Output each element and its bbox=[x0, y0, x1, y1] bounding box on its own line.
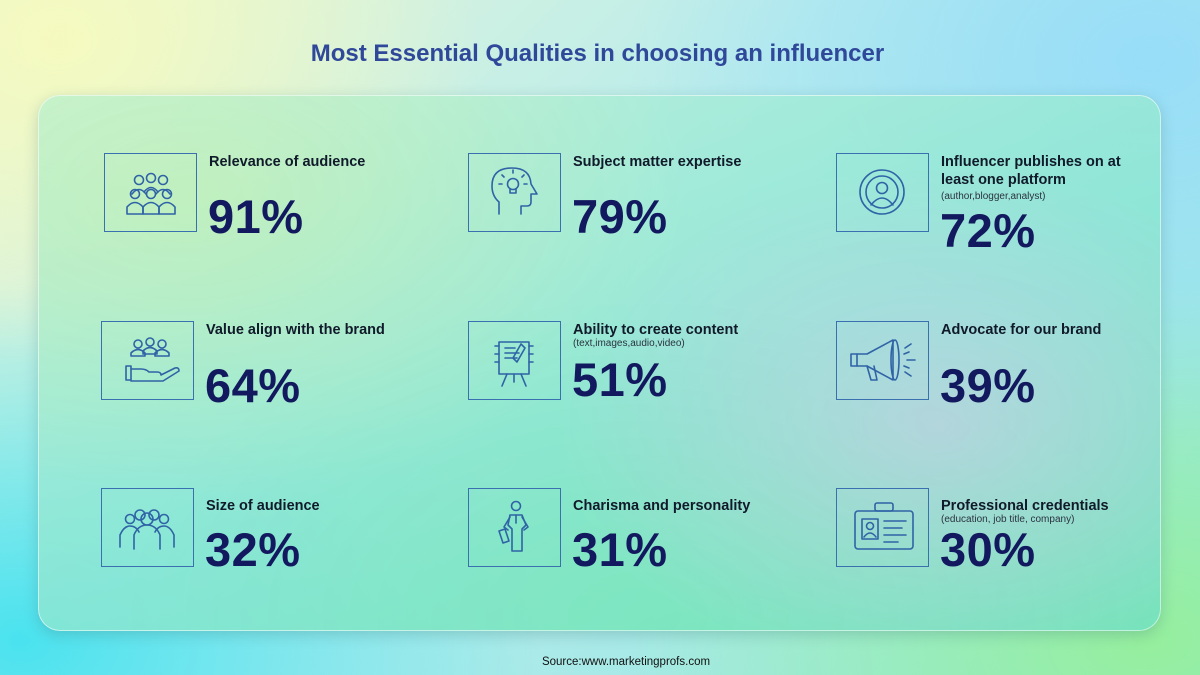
qualities-panel bbox=[38, 95, 1161, 631]
confident-person-icon bbox=[468, 488, 561, 567]
quality-percentage: 79% bbox=[572, 190, 668, 243]
quality-note: (author,blogger,analyst) bbox=[941, 191, 1046, 202]
crowd-icon bbox=[101, 488, 194, 567]
megaphone-icon bbox=[836, 321, 929, 400]
quality-label: Value align with the brand bbox=[206, 322, 385, 338]
infographic-title: Most Essential Qualities in choosing an … bbox=[310, 40, 885, 67]
quality-percentage: 30% bbox=[940, 523, 1036, 576]
source-credit: Source:www.marketingprofs.com bbox=[541, 656, 711, 668]
document-on-easel-icon bbox=[468, 321, 561, 400]
id-badge-icon bbox=[836, 488, 929, 567]
quality-percentage: 72% bbox=[940, 204, 1036, 257]
quality-note: (education, job title, company) bbox=[941, 514, 1075, 525]
head-lightbulb-icon bbox=[468, 153, 561, 232]
quality-percentage: 51% bbox=[572, 353, 668, 406]
quality-percentage: 64% bbox=[205, 359, 301, 412]
quality-label: Subject matter expertise bbox=[573, 154, 742, 170]
broadcasting-person-icon bbox=[836, 153, 929, 232]
quality-label: Professional credentials bbox=[941, 498, 1109, 514]
quality-label: Influencer publishes on at least one pla… bbox=[941, 154, 1121, 188]
quality-percentage: 39% bbox=[940, 359, 1036, 412]
quality-label: Ability to create content bbox=[573, 322, 739, 338]
quality-note: (text,images,audio,video) bbox=[573, 338, 685, 349]
audience-group-icon bbox=[104, 153, 197, 232]
quality-label: Charisma and personality bbox=[573, 498, 751, 514]
quality-percentage: 31% bbox=[572, 523, 668, 576]
quality-percentage: 91% bbox=[208, 190, 304, 243]
quality-label: Relevance of audience bbox=[209, 154, 366, 170]
quality-label: Size of audience bbox=[206, 498, 320, 514]
hand-holding-people-icon bbox=[101, 321, 194, 400]
quality-label: Advocate for our brand bbox=[941, 322, 1102, 338]
quality-percentage: 32% bbox=[205, 523, 301, 576]
